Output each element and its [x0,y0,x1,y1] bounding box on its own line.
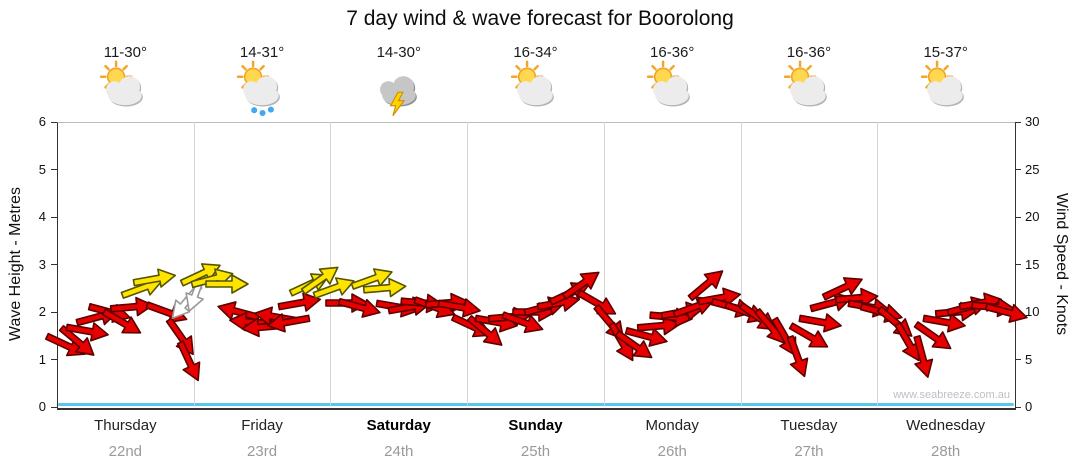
day-name-friday: Friday [241,417,283,434]
weather-icon-svg [920,60,964,107]
right-axis-tick [1015,216,1021,218]
day-gridline [467,122,469,407]
day-name-tuesday: Tuesday [780,417,838,434]
left-axis-title: Wave Height - Metres [7,186,24,342]
watermark: www.seabreeze.com.au [893,389,1010,401]
weather-icon-partly-cloudy [782,60,836,123]
day-gridline [603,122,605,407]
right-axis-tick [1015,169,1021,170]
right-axis-tick-label: 5 [1025,351,1033,367]
day-gridline [330,122,332,407]
weather-icon-svg [379,76,417,117]
day-date-friday: 23rd [247,443,278,460]
day-temp-wednesday: 15-37° [923,44,968,61]
right-axis-tick [1015,121,1021,123]
plot-area [57,122,1016,410]
day-temp-sunday: 16-34° [513,44,558,61]
right-axis-tick [1015,359,1021,360]
day-name-saturday: Saturday [366,417,431,434]
weather-icon-svg [646,60,691,107]
day-temp-friday: 14-31° [239,44,285,61]
day-name-thursday: Thursday [94,417,157,434]
day-name-monday: Monday [645,417,699,434]
left-axis-tick [51,406,57,408]
sun-icon [100,60,133,94]
left-axis-tick [51,359,57,360]
weather-icon-partly-cloudy [98,60,152,123]
right-axis-tick-label: 0 [1025,399,1033,414]
right-axis-tick [1015,264,1021,265]
day-temp-thursday: 11-30° [103,44,147,61]
right-axis-tick [1015,311,1021,313]
day-date-sunday: 25th [520,443,551,460]
rain-drops [251,106,274,116]
right-axis-tick-label: 20 [1025,209,1040,224]
day-temp-monday: 16-36° [650,44,695,61]
weather-icon-svg [783,60,827,107]
right-axis-tick [1015,406,1021,408]
left-axis-tick [51,169,57,170]
left-axis-tick-label: 0 [38,399,46,414]
left-axis-tick-label: 4 [38,209,46,224]
left-axis-tick [51,264,57,265]
day-date-wednesday: 28th [931,443,961,460]
left-axis-tick [51,311,57,313]
weather-icon-showers [235,60,289,123]
weather-icon-storm [372,60,426,123]
wave-height-line [58,403,1014,407]
day-gridline [877,122,879,407]
weather-icon-partly-cloudy [919,60,973,123]
left-axis-tick-label: 3 [38,256,46,272]
lightning-bolt [389,91,405,117]
day-date-saturday: 24th [384,443,414,460]
left-axis-tick [51,121,57,123]
weather-icon-partly-cloudy [509,60,563,123]
day-name-wednesday: Wednesday [906,417,986,434]
day-date-monday: 26th [657,443,687,460]
day-gridline [193,122,195,407]
chart-title: 7 day wind & wave forecast for Boorolong [346,7,734,30]
weather-icon-svg [236,60,280,116]
day-temp-saturday: 14-30° [376,44,421,61]
left-axis-tick-label: 6 [38,114,46,129]
day-name-sunday: Sunday [508,417,563,434]
left-axis-tick [51,216,57,218]
weather-icon-partly-cloudy [645,60,699,123]
left-axis-tick-label: 2 [38,304,46,319]
left-axis-tick-label: 5 [38,161,46,177]
day-date-thursday: 22nd [108,443,143,460]
right-axis-title: Wind Speed - Knots [1053,192,1070,336]
day-temp-tuesday: 16-36° [786,44,832,61]
right-axis-tick-label: 15 [1025,256,1040,272]
weather-icon-svg [100,60,144,107]
day-gridline [740,122,742,407]
right-axis-tick-label: 30 [1025,114,1040,129]
left-axis-tick-label: 1 [38,351,46,367]
right-axis-tick-label: 25 [1025,161,1040,177]
sun-icon [510,60,543,94]
weather-icon-svg [510,60,554,107]
day-date-tuesday: 27th [794,443,824,460]
right-axis-tick-label: 10 [1025,304,1040,319]
